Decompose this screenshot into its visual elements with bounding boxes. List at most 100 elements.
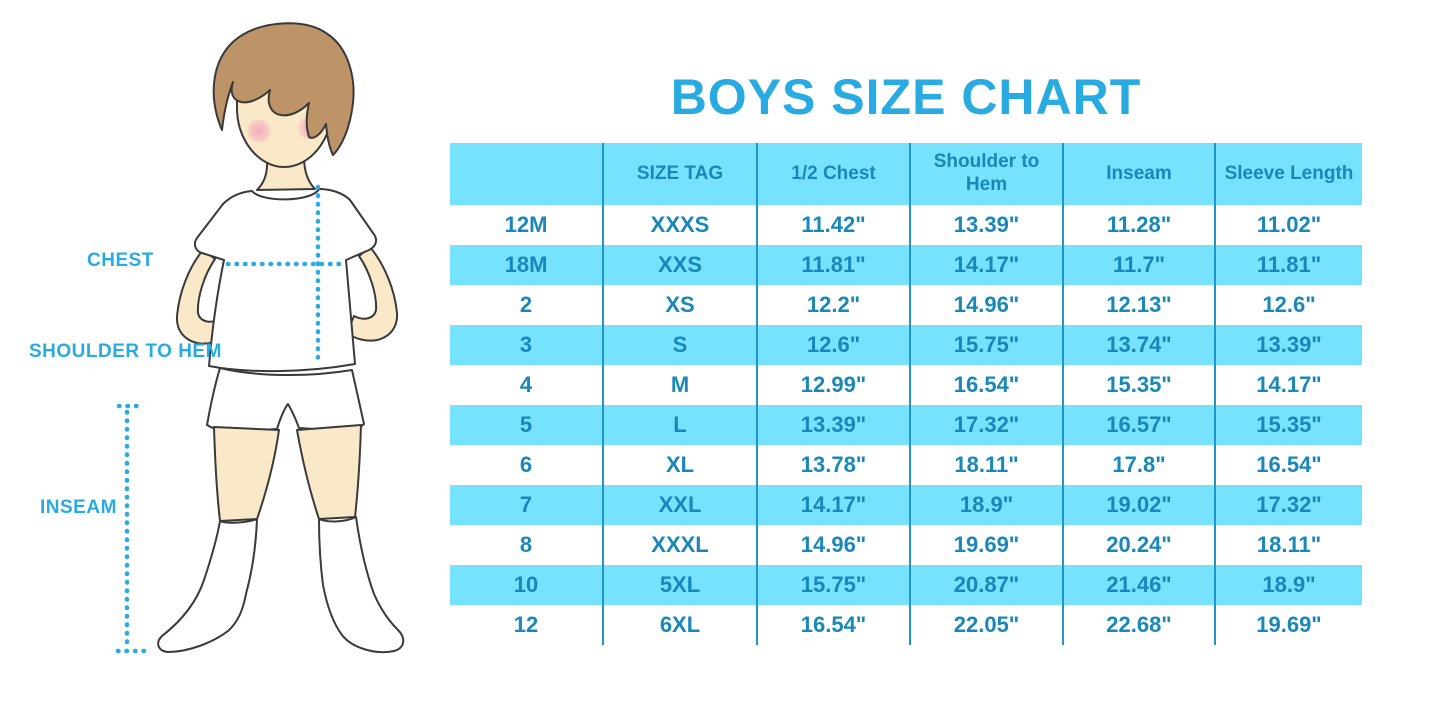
shoulder-to-hem-label: SHOULDER TO HEM <box>29 341 222 362</box>
size-tag-cell: XXXS <box>602 205 757 245</box>
inseam-cell: 13.74" <box>1062 325 1215 365</box>
size-tag-cell: M <box>602 365 757 405</box>
inseam-cell: 11.28" <box>1062 205 1215 245</box>
column-header: 1/2 Chest <box>756 143 910 205</box>
size-cell: 10 <box>450 565 603 605</box>
size-cell: 18M <box>450 245 603 285</box>
left-sock <box>157 518 258 653</box>
shoulder-to-hem-cell: 19.69" <box>909 525 1063 565</box>
size-cell: 8 <box>519 532 533 557</box>
shoulder-to-hem-cell: 18.9" <box>909 485 1063 525</box>
table-row: 18M XXS 11.81" 14.17" 11.7" 11.81" <box>450 245 1362 285</box>
hair <box>212 22 355 156</box>
size-tag-cell: 5XL <box>602 565 757 605</box>
sleeve-length-cell: 14.17" <box>1214 365 1362 405</box>
left-cheek <box>246 118 272 144</box>
table-row: 3 S 12.6" 15.75" 13.74" 13.39" <box>450 325 1362 365</box>
half-chest-cell: 16.54" <box>756 605 910 645</box>
size-tag-cell: L <box>602 405 757 445</box>
column-header <box>450 143 603 205</box>
shoulder-to-hem-cell: 18.11" <box>909 445 1063 485</box>
column-header: Sleeve Length <box>1214 143 1362 205</box>
left-leg <box>213 426 280 522</box>
size-cell: 2 <box>519 292 533 317</box>
table-row: 2 XS 12.2" 14.96" 12.13" 12.6" <box>450 285 1362 325</box>
table-row: 12M XXXS 11.42" 13.39" 11.28" 11.02" <box>450 205 1362 245</box>
shoulder-to-hem-cell: 20.87" <box>909 565 1063 605</box>
size-tag-cell: XL <box>602 445 757 485</box>
table-row: 5 L 13.39" 17.32" 16.57" 15.35" <box>450 405 1362 445</box>
size-table: SIZE TAG 1/2 Chest Shoulder to Hem Inseam Sl… <box>450 143 1362 645</box>
half-chest-cell: 13.78" <box>756 445 910 485</box>
right-sock <box>318 516 405 654</box>
size-table-body: 12M XXXS 11.42" 13.39" 11.28" 11.02" 18M XXS 11.… <box>450 205 1362 645</box>
table-row: 7 XXL 14.17" 18.9" 19.02" 17.32" <box>450 485 1362 525</box>
sleeve-length-cell: 15.35" <box>1214 405 1362 445</box>
half-chest-cell: 15.75" <box>756 565 910 605</box>
shoulder-to-hem-cell: 14.96" <box>909 285 1063 325</box>
half-chest-cell: 11.42" <box>756 205 910 245</box>
shoulder-to-hem-cell: 15.75" <box>909 325 1063 365</box>
size-cell: 5 <box>450 405 603 445</box>
half-chest-cell: 13.39" <box>756 405 910 445</box>
boy-illustration <box>115 22 405 654</box>
size-cell: 6 <box>519 452 533 477</box>
table-row: 8 XXXL 14.96" 19.69" 20.24" 18.11" <box>450 525 1362 565</box>
size-tag-cell: XS <box>602 285 757 325</box>
column-header: Shoulder to Hem <box>909 143 1063 205</box>
sleeve-length-cell: 18.11" <box>1214 525 1362 565</box>
size-tag-cell: XXL <box>602 485 757 525</box>
half-chest-cell: 11.81" <box>756 245 910 285</box>
right-leg <box>296 424 362 520</box>
shoulder-to-hem-cell: 14.17" <box>909 245 1063 285</box>
shoulder-to-hem-cell: 16.54" <box>909 365 1063 405</box>
shoulder-to-hem-cell: 22.05" <box>909 605 1063 645</box>
sleeve-length-cell: 18.9" <box>1214 565 1362 605</box>
size-table-head-row: SIZE TAG 1/2 Chest Shoulder to Hem Inseam Sl… <box>450 143 1362 205</box>
half-chest-cell: 12.6" <box>756 325 910 365</box>
size-cell: 7 <box>450 485 603 525</box>
size-tag-cell: XXS <box>602 245 757 285</box>
half-chest-cell: 12.99" <box>756 365 910 405</box>
table-row: 12 6XL 16.54" 22.05" 22.68" 19.69" <box>450 605 1362 645</box>
sleeve-length-cell: 17.32" <box>1214 485 1362 525</box>
shorts <box>206 367 365 433</box>
shoulder-to-hem-cell: 17.32" <box>909 405 1063 445</box>
inseam-cell: 22.68" <box>1062 605 1215 645</box>
inseam-cell: 12.13" <box>1062 285 1215 325</box>
size-cell: 12 <box>513 612 539 637</box>
half-chest-cell: 12.2" <box>756 285 910 325</box>
size-tag-cell: XXXL <box>602 525 757 565</box>
half-chest-cell: 14.17" <box>756 485 910 525</box>
sleeve-length-cell: 19.69" <box>1214 605 1362 645</box>
sleeve-length-cell: 13.39" <box>1214 325 1362 365</box>
size-tag-cell: 6XL <box>602 605 757 645</box>
page-title: BOYS SIZE CHART <box>670 68 1142 125</box>
sleeve-length-cell: 12.6" <box>1214 285 1362 325</box>
size-cell: 4 <box>519 372 533 397</box>
inseam-cell: 16.57" <box>1062 405 1215 445</box>
inseam-cell: 15.35" <box>1062 365 1215 405</box>
table-row: 10 5XL 15.75" 20.87" 21.46" 18.9" <box>450 565 1362 605</box>
t-shirt <box>193 188 378 373</box>
right-arm <box>346 246 399 342</box>
shoulder-to-hem-cell: 13.39" <box>909 205 1063 245</box>
column-header: SIZE TAG <box>602 143 757 205</box>
sleeve-length-cell: 16.54" <box>1214 445 1362 485</box>
column-header: Inseam <box>1062 143 1215 205</box>
size-tag-cell: S <box>602 325 757 365</box>
size-cell: 12M <box>504 212 548 237</box>
table-row: 6 XL 13.78" 18.11" 17.8" 16.54" <box>450 445 1362 485</box>
size-cell: 3 <box>450 325 603 365</box>
inseam-label: INSEAM <box>40 497 117 518</box>
sleeve-length-cell: 11.02" <box>1214 205 1362 245</box>
inseam-cell: 19.02" <box>1062 485 1215 525</box>
inseam-cell: 17.8" <box>1062 445 1215 485</box>
inseam-cell: 21.46" <box>1062 565 1215 605</box>
sleeve-length-cell: 11.81" <box>1214 245 1362 285</box>
inseam-cell: 20.24" <box>1062 525 1215 565</box>
half-chest-cell: 14.96" <box>756 525 910 565</box>
inseam-cell: 11.7" <box>1062 245 1215 285</box>
chest-label: CHEST <box>87 250 154 271</box>
